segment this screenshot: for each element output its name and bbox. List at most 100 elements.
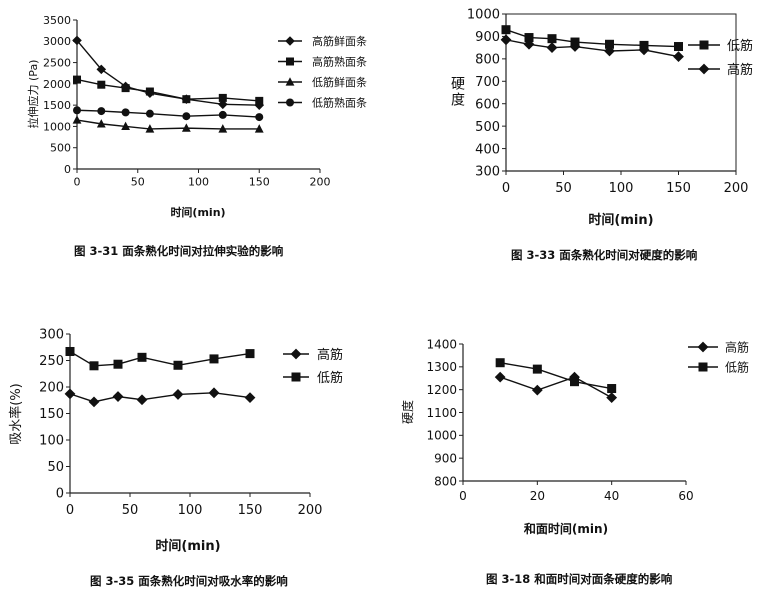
chart3-series-1-point (112, 391, 124, 402)
chart2-legend-label: 高筋 (727, 62, 753, 78)
chart2-series-2-point (673, 51, 684, 63)
chart1-series-1-point (72, 35, 82, 46)
chart2-series-2-point (500, 34, 512, 46)
chart4-series-1-point (606, 392, 618, 404)
chart2-series-2-point (523, 38, 535, 50)
chart2-x-tick-label: 0 (502, 181, 510, 196)
chart1-x-tick-label: 200 (310, 176, 331, 189)
chart1-series-2-point (97, 80, 106, 89)
chart4-y-axis-label: 硬度 (400, 400, 415, 424)
chart4-series-2-point (532, 364, 542, 374)
chart1-legend-label: 高筋熟面条 (312, 55, 367, 69)
chart3-legend-label: 低筋 (317, 370, 343, 386)
chart4-series-1-point (531, 384, 543, 396)
chart1-x-tick-label: 50 (131, 176, 145, 189)
chart3-series-2-point (245, 349, 255, 359)
chart2-series-2-point (569, 41, 581, 52)
chart3-caption: 图 3-35 面条熟化时间对吸水率的影响 (90, 574, 288, 588)
chart4-y-tick-label: 1200 (426, 383, 457, 397)
chart1-series-4-point (97, 107, 106, 116)
chart2-legend-marker (699, 40, 709, 50)
chart2-caption: 图 3-33 面条熟化时间对硬度的影响 (511, 248, 698, 262)
chart2-y-tick-label: 700 (475, 75, 500, 90)
chart1-series-3-point (121, 121, 130, 131)
chart1-series-3-point (72, 115, 82, 124)
chart1-y-tick-label: 1000 (43, 120, 71, 133)
chart4-legend-label: 低筋 (725, 360, 749, 375)
chart1-legend-label: 高筋鲜面条 (312, 34, 367, 48)
chart3-series-1-point (136, 394, 148, 406)
chart2-y-tick-label: 800 (475, 53, 500, 68)
chart4-x-tick-label: 0 (459, 489, 467, 503)
chart2-y-axis-label: 度 (451, 93, 465, 109)
chart2-x-tick-label: 100 (609, 181, 634, 196)
chart2-y-axis-label: 硬 (451, 77, 465, 93)
chart3-series-2-point (89, 361, 99, 371)
chart2-legend-label: 低筋 (727, 38, 753, 54)
chart1-y-tick-label: 0 (64, 163, 71, 176)
chart1-series-2-point (255, 96, 264, 105)
chart1-series-4-point (73, 106, 81, 115)
chart4-legend-label: 高筋 (725, 340, 749, 355)
chart3-series-1-point (244, 392, 256, 403)
chart2-series-1-point (501, 25, 511, 35)
chart2-y-tick-label: 600 (475, 97, 500, 112)
chart4-y-tick-label: 1000 (426, 429, 457, 443)
chart1-legend-marker (285, 77, 295, 86)
chart3-y-axis-label: 吸水率(%) (8, 383, 24, 445)
chart4-x-tick-label: 40 (604, 489, 619, 503)
chart2-x-tick-label: 200 (724, 181, 749, 196)
chart2-y-tick-label: 900 (475, 30, 500, 45)
chart2-series-2-point (604, 45, 615, 57)
chart1-x-tick-label: 0 (74, 176, 81, 189)
chart1-y-tick-label: 3000 (43, 35, 71, 48)
chart1-caption: 图 3-31 面条熟化时间对拉伸实验的影响 (74, 244, 284, 258)
chart3-x-tick-label: 0 (66, 503, 74, 518)
chart1-series-3-line (76, 119, 260, 130)
chart4-series-1-point (494, 371, 506, 383)
chart3-x-tick-label: 200 (298, 503, 323, 518)
chart3-series-2-point (65, 346, 75, 356)
chart4-x-tick-label: 60 (678, 489, 693, 503)
chart3-y-tick-label: 250 (39, 354, 64, 369)
chart3-y-tick-label: 50 (47, 460, 64, 475)
chart3-series-2-point (113, 359, 123, 369)
chart1-y-tick-label: 2500 (43, 57, 71, 70)
chart1-series-2-point (73, 75, 81, 84)
chart3-y-tick-label: 300 (39, 328, 64, 343)
chart1-series-2-point (121, 84, 130, 93)
chart4-series-1-line (499, 376, 613, 399)
chart1-x-tick-label: 150 (249, 176, 270, 189)
chart4-y-tick-label: 1100 (426, 406, 457, 420)
chart4-legend-marker (697, 341, 709, 353)
chart1-series-3-point (145, 124, 155, 133)
chart2-y-tick-label: 300 (475, 165, 500, 180)
chart1-series-4-point (145, 109, 154, 118)
chart4-series-2-point (495, 358, 505, 368)
chart2-series-2-point (546, 42, 558, 54)
chart3-series-1-point (208, 387, 220, 399)
chart3-y-tick-label: 200 (39, 381, 64, 396)
chart3-y-tick-label: 150 (39, 407, 64, 422)
chart4-y-tick-label: 1300 (426, 360, 457, 374)
chart3-series-2-point (173, 360, 183, 370)
chart1-series-3-point (96, 119, 106, 128)
chart1-legend-marker (285, 36, 295, 46)
chart4-y-tick-label: 800 (434, 474, 457, 488)
chart1-series-4-point (218, 110, 227, 119)
chart1-y-axis-label: 拉伸应力 (Pa) (26, 60, 40, 129)
chart3-series-1-point (64, 388, 76, 400)
chart1-legend-label: 低筋熟面条 (312, 96, 367, 110)
chart1-series-2-point (218, 93, 227, 102)
chart1-series-2-point (145, 87, 154, 96)
chart1-series-3-point (218, 124, 228, 133)
chart1-y-tick-label: 1500 (43, 99, 71, 112)
chart2-y-tick-label: 400 (475, 142, 500, 157)
chart2-series-2-point (638, 44, 650, 56)
chart3-x-tick-label: 50 (122, 503, 139, 518)
chart3-legend-marker (291, 372, 301, 382)
chart1-series-4-point (255, 113, 264, 122)
chart1-series-2-point (182, 95, 191, 104)
chart4-legend-marker (698, 362, 708, 372)
